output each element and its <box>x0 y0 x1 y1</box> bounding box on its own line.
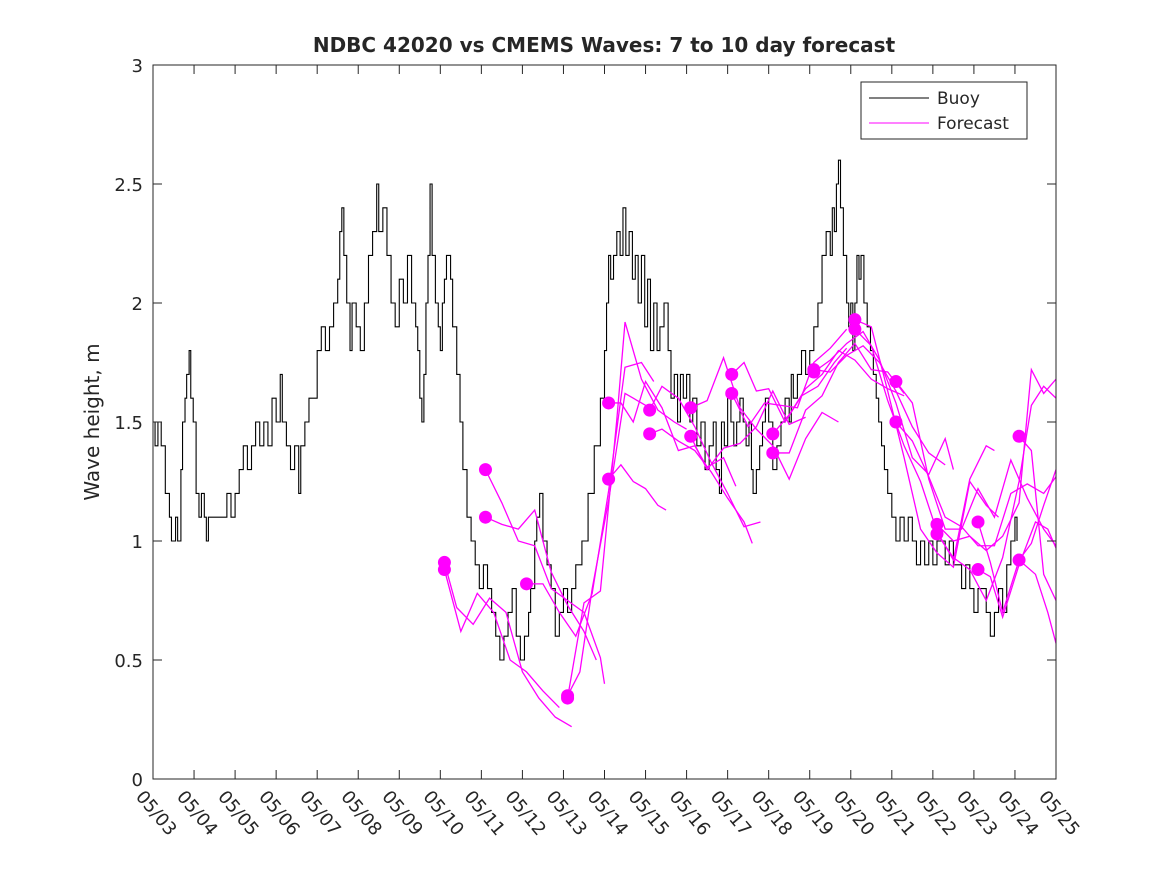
y-tick-label: 2 <box>132 294 143 315</box>
x-tick-label: 05/23 <box>952 787 1001 840</box>
x-tick-label: 05/17 <box>706 787 755 840</box>
x-tick-label: 05/03 <box>131 787 180 840</box>
forecast-start-marker <box>766 427 780 441</box>
y-tick-label: 2.5 <box>114 175 143 196</box>
forecast-run-line <box>772 349 905 435</box>
legend-box <box>860 81 1028 140</box>
forecast-start-marker <box>807 365 821 379</box>
x-tick-label: 05/19 <box>788 787 837 840</box>
y-tick-label: 1 <box>132 532 143 553</box>
forecast-start-marker <box>766 446 780 460</box>
legend-buoy-label: Buoy <box>937 89 980 109</box>
legend: Buoy Forecast <box>860 81 1028 140</box>
x-tick-label: 05/16 <box>665 787 714 840</box>
forecast-run-line <box>731 347 848 424</box>
forecast-start-marker <box>520 577 534 591</box>
forecast-start-marker <box>725 386 739 400</box>
forecast-run-line <box>484 469 606 684</box>
forecast-run-line <box>1018 469 1056 561</box>
forecast-run-line <box>649 385 761 528</box>
x-tick-label: 05/14 <box>583 787 632 840</box>
chart-title: NDBC 42020 vs CMEMS Waves: 7 to 10 day f… <box>313 33 896 57</box>
x-tick-label: 05/20 <box>829 787 878 840</box>
forecast-start-marker <box>1012 429 1026 443</box>
forecast-run-line <box>443 569 560 709</box>
forecast-run-line <box>608 463 667 511</box>
forecast-start-marker <box>1012 553 1026 567</box>
forecast-run-line <box>936 367 1056 552</box>
buoy-series-line <box>153 159 1018 661</box>
forecast-start-marker <box>561 691 575 705</box>
x-tick-label: 05/13 <box>542 787 591 840</box>
x-tick-label: 05/07 <box>295 787 344 840</box>
forecast-start-marker <box>889 375 903 389</box>
forecast-run-line <box>936 385 1056 603</box>
legend-forecast-label: Forecast <box>937 114 1009 134</box>
y-axis-ticks: 0 0.5 1 1.5 2 2.5 3 <box>114 56 1056 791</box>
x-tick-label: 05/10 <box>418 787 467 840</box>
x-tick-label: 05/18 <box>747 787 796 840</box>
forecast-start-marker <box>478 510 492 524</box>
forecast-start-marker <box>889 415 903 429</box>
y-tick-label: 3 <box>132 56 143 77</box>
plot-content <box>153 159 1056 728</box>
y-tick-label: 0 <box>132 770 143 791</box>
forecast-run-line <box>443 562 572 728</box>
x-tick-label: 05/06 <box>254 787 303 840</box>
forecast-run-line <box>485 508 597 661</box>
forecast-start-marker <box>478 463 492 477</box>
forecast-start-marker <box>643 427 657 441</box>
forecast-start-marker <box>684 429 698 443</box>
forecast-start-marker <box>643 403 657 417</box>
x-tick-label: 05/05 <box>213 787 262 840</box>
x-tick-label: 05/15 <box>624 787 673 840</box>
y-tick-label: 1.5 <box>114 413 143 434</box>
x-tick-label: 05/22 <box>911 787 960 840</box>
plot-area <box>153 65 1056 779</box>
x-tick-label: 05/21 <box>870 787 919 840</box>
y-tick-label: 0.5 <box>114 651 143 672</box>
forecast-run-line <box>526 361 655 638</box>
forecast-start-marker <box>848 313 862 327</box>
forecast-run-line <box>854 319 999 569</box>
forecast-start-marker <box>437 563 451 577</box>
forecast-start-marker <box>725 367 739 381</box>
forecast-start-marker <box>930 517 944 531</box>
forecast-start-marker <box>684 401 698 415</box>
x-tick-label: 05/09 <box>377 787 426 840</box>
plot-frame <box>152 64 1057 780</box>
forecast-run-line <box>813 345 946 466</box>
forecast-run-line <box>566 321 687 699</box>
x-tick-label: 05/04 <box>172 787 221 840</box>
forecast-start-marker <box>602 472 616 486</box>
forecast-start-marker <box>602 396 616 410</box>
forecast-run-line <box>731 328 848 429</box>
x-tick-label: 05/24 <box>993 787 1042 840</box>
forecast-start-marker <box>971 563 985 577</box>
forecast-run-line <box>690 355 839 481</box>
x-tick-label: 05/25 <box>1034 787 1083 840</box>
forecast-start-marker <box>848 322 862 336</box>
y-axis-label: Wave height, m <box>80 343 104 500</box>
forecast-start-marker <box>971 515 985 529</box>
x-tick-label: 05/11 <box>460 787 509 840</box>
forecast-run-line <box>854 328 995 562</box>
forecast-run-line <box>895 381 1056 547</box>
forecast-run-line <box>1018 435 1056 601</box>
forecast-start-marker <box>930 527 944 541</box>
forecast-run-line <box>608 379 737 487</box>
x-tick-label: 05/08 <box>336 787 385 840</box>
x-tick-label: 05/12 <box>501 787 550 840</box>
forecast-run-line <box>895 421 1056 547</box>
forecast-run-line <box>813 330 955 476</box>
